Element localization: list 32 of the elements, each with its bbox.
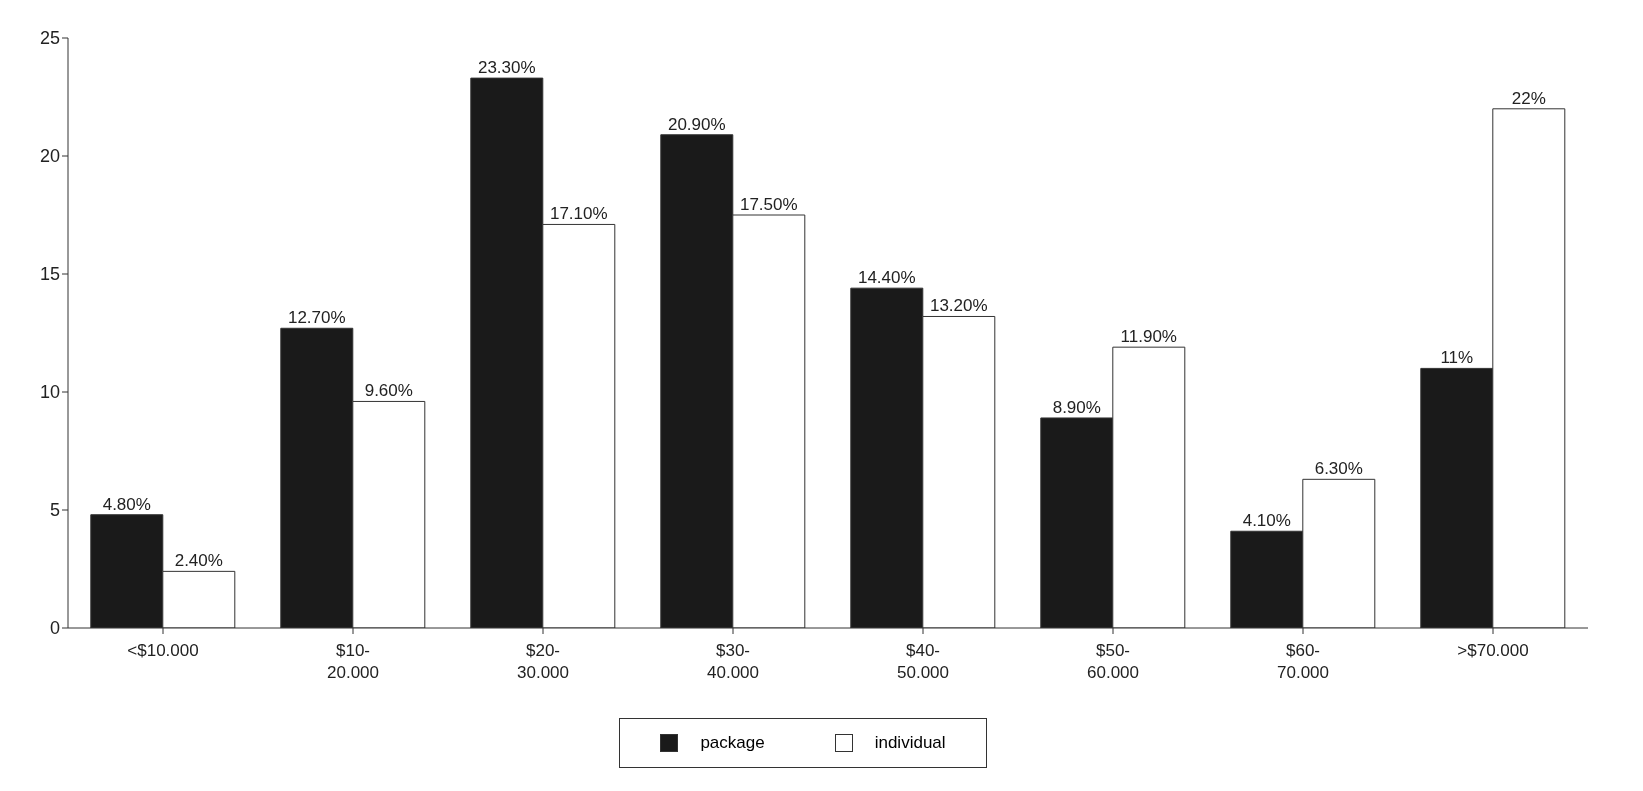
data-label: 12.70% <box>287 308 346 328</box>
y-tick-label: 15 <box>39 264 60 285</box>
legend-label: individual <box>874 733 946 753</box>
x-tick-label: $60-70.000 <box>1277 641 1329 682</box>
y-tick-label: 0 <box>49 618 60 639</box>
data-label: 23.30% <box>477 58 536 78</box>
x-tick-label: $30-40.000 <box>707 641 759 682</box>
x-tick-label: <$10.000 <box>127 641 199 660</box>
data-label: 9.60% <box>364 381 413 401</box>
data-label: 14.40% <box>857 268 916 288</box>
data-label: 8.90% <box>1052 397 1101 417</box>
x-tick-label: $50-60.000 <box>1087 641 1139 682</box>
x-tick-label: >$70.000 <box>1457 641 1529 660</box>
data-label: 22% <box>1511 88 1546 108</box>
y-tick-label: 20 <box>39 146 60 167</box>
data-label: 6.30% <box>1314 459 1363 479</box>
y-tick-label: 25 <box>39 28 60 49</box>
data-label: 4.80% <box>102 494 151 514</box>
data-label: 4.10% <box>1242 511 1291 531</box>
data-label: 13.20% <box>929 296 988 316</box>
data-label: 17.10% <box>549 204 608 224</box>
data-label: 20.90% <box>667 114 726 134</box>
x-tick-label: $10-20.000 <box>327 641 379 682</box>
legend-label: package <box>700 733 765 753</box>
y-tick-label: 10 <box>39 382 60 403</box>
y-tick-label: 5 <box>49 500 60 521</box>
data-label: 11% <box>1440 348 1474 368</box>
x-tick-label: $20-30.000 <box>517 641 569 682</box>
data-label: 11.90% <box>1120 327 1177 347</box>
x-tick-label: $40-50.000 <box>897 641 949 682</box>
data-label: 17.50% <box>739 195 798 214</box>
data-label: 2.40% <box>174 551 223 571</box>
